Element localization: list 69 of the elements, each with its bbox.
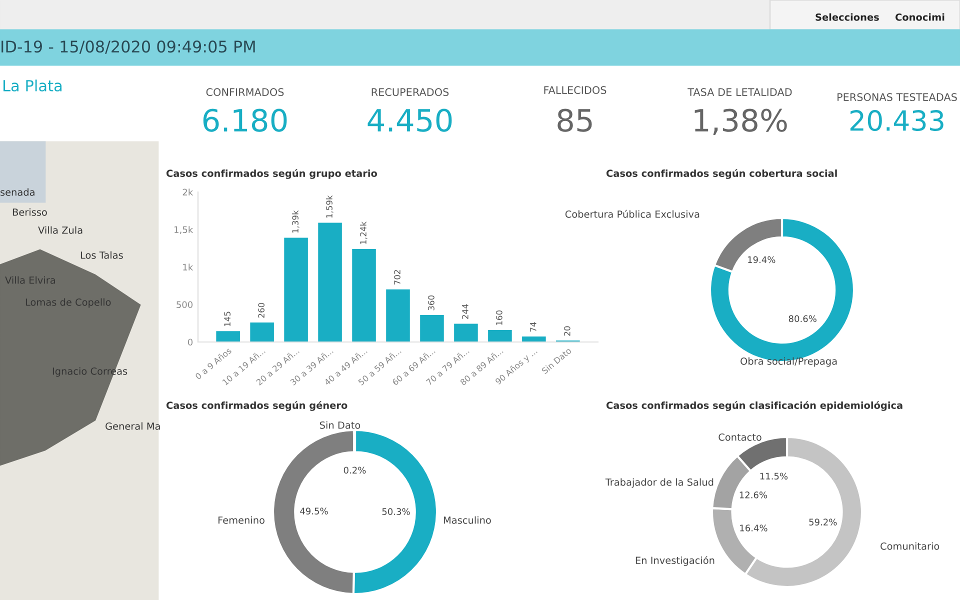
text: 85 (558, 108, 592, 132)
data-label: 74 (530, 322, 536, 332)
data-label: 16.4% (740, 524, 768, 532)
data-label: 80.6% (788, 315, 816, 322)
data-label: 20 (564, 326, 570, 336)
text: TASA DE LETALIDAD (688, 88, 792, 96)
data-label: 1,24k (360, 221, 368, 244)
data-label: 12.6% (740, 492, 768, 498)
text: Los Talas (80, 251, 123, 259)
bar (386, 289, 410, 342)
data-label: 1,39k (292, 210, 300, 233)
slice-label: Sin Dato (320, 421, 360, 429)
text: RECUPERADOS (372, 88, 449, 96)
data-label: 0.2% (344, 466, 366, 474)
text: General Ma (106, 422, 160, 430)
bar (250, 322, 274, 342)
text: Lomas de Copello (26, 298, 111, 308)
text: Selecciones (816, 13, 879, 21)
data-label: 360 (428, 295, 434, 310)
bar (352, 249, 376, 342)
text: Villa Elvira (5, 276, 55, 284)
slice-label: En Investigación (636, 556, 714, 566)
data-label: 11.5% (760, 472, 788, 480)
text: CONFIRMADOS (206, 88, 284, 96)
y-tick-label: 1k (183, 264, 194, 270)
y-tick-label: 2k (182, 188, 194, 196)
slice-label: Femenino (218, 516, 264, 524)
chart-title: Casos confirmados según grupo etario (166, 169, 378, 179)
text: Conocimi (895, 13, 944, 21)
chart-title: Casos confirmados según cobertura social (606, 169, 837, 179)
bar (454, 324, 478, 342)
data-label: 50.3% (382, 508, 410, 516)
data-label: 244 (462, 304, 468, 319)
chart-title: Casos confirmados según género (166, 401, 348, 411)
slice-label: Contacto (718, 433, 762, 441)
data-label: 49.5% (300, 508, 328, 514)
bar (420, 315, 444, 342)
slice-label: Trabajador de la Salud (605, 478, 714, 488)
slice-label: Masculino (444, 516, 491, 524)
data-label: 160 (496, 310, 502, 325)
slice-label: Cobertura Pública Exclusiva (565, 210, 700, 218)
y-tick-label: 500 (176, 301, 193, 308)
text: 6.180 (203, 108, 287, 132)
data-label: 1,59k (326, 195, 334, 218)
data-label: 260 (258, 302, 264, 318)
text: 4.450 (368, 108, 452, 132)
text: La Plata (4, 80, 62, 92)
text: PERSONAS TESTEADAS (838, 93, 957, 102)
bar (488, 330, 512, 342)
data-label: 702 (394, 270, 400, 284)
data-label: 59.2% (809, 518, 837, 526)
y-tick-label: 0 (188, 338, 193, 346)
text: FALLECIDOS (544, 86, 606, 94)
text: Berisso (12, 208, 47, 216)
text: ID-19 - 15/08/2020 09:49:05 PM (2, 40, 255, 54)
text: 20.433 (850, 110, 944, 132)
bar (216, 331, 240, 342)
data-label: 145 (224, 312, 230, 326)
slice-label: Comunitario (880, 542, 940, 550)
bar (318, 222, 342, 342)
text: Villa Zula (38, 226, 82, 234)
bar (284, 238, 308, 342)
slice-label: Obra social/Prepaga (740, 357, 837, 367)
bar (522, 336, 546, 342)
y-tick-label: 1,5k (174, 226, 194, 234)
chart-title: Casos confirmados según clasificación epidemiológica (606, 401, 902, 411)
data-label: 19.4% (748, 256, 776, 264)
text: senada (0, 188, 34, 196)
text: 1,38% (694, 108, 787, 135)
